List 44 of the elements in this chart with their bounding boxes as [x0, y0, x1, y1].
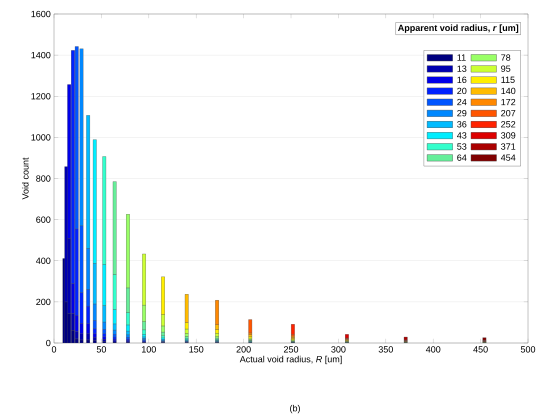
legend-label: 309: [501, 132, 516, 139]
legend-label: 43: [457, 132, 466, 139]
y-tick-label: 400: [36, 258, 50, 264]
legend-title: Apparent void radius, r [um]: [398, 24, 518, 33]
y-tick-label: 200: [36, 298, 50, 306]
x-axis-title: Actual void radius, R [um]: [240, 356, 342, 364]
y-tick-label: 1400: [31, 52, 50, 58]
legend-label: 371: [501, 143, 516, 150]
x-tick-label: 50: [96, 346, 106, 353]
legend-label: 95: [501, 65, 510, 72]
y-tick-label: 1000: [31, 134, 50, 141]
y-tick-label: 1600: [31, 10, 50, 18]
legend-label: 53: [457, 143, 466, 150]
legend-label: 454: [500, 154, 516, 161]
x-tick-label: 0: [52, 346, 56, 353]
x-tick-label: 350: [378, 346, 393, 353]
legend-label: 252: [501, 121, 516, 128]
x-tick-label: 300: [331, 346, 346, 353]
legend-label: 11: [457, 54, 466, 61]
legend-label: 172: [501, 98, 516, 106]
x-tick-label: 100: [142, 346, 156, 353]
x-tick-label: 150: [189, 346, 204, 353]
x-tick-label: 250: [284, 346, 298, 353]
legend-label: 207: [501, 110, 516, 116]
y-tick-label: 800: [36, 175, 50, 182]
x-tick-label: 400: [426, 346, 440, 353]
y-axis-title: Void count: [22, 158, 29, 200]
text: (b): [290, 404, 300, 414]
y-tick-label: 1200: [31, 93, 50, 100]
legend-label: 36: [457, 121, 466, 128]
legend-label: 16: [457, 76, 466, 83]
legend-label: 115: [501, 76, 515, 83]
legend-label: 24: [457, 98, 467, 106]
legend-label: 29: [457, 110, 466, 116]
y-tick-label: 600: [36, 216, 50, 223]
legend-label: 140: [501, 88, 516, 94]
x-tick-label: 450: [473, 346, 488, 353]
x-tick-label: 200: [236, 346, 251, 353]
y-tick-label: 0: [46, 340, 50, 346]
legend-label: 20: [457, 88, 466, 94]
x-tick-label: 500: [520, 346, 536, 353]
legend-label: 64: [457, 154, 467, 161]
legend-label: 78: [501, 54, 510, 61]
legend-label: 13: [457, 65, 466, 72]
